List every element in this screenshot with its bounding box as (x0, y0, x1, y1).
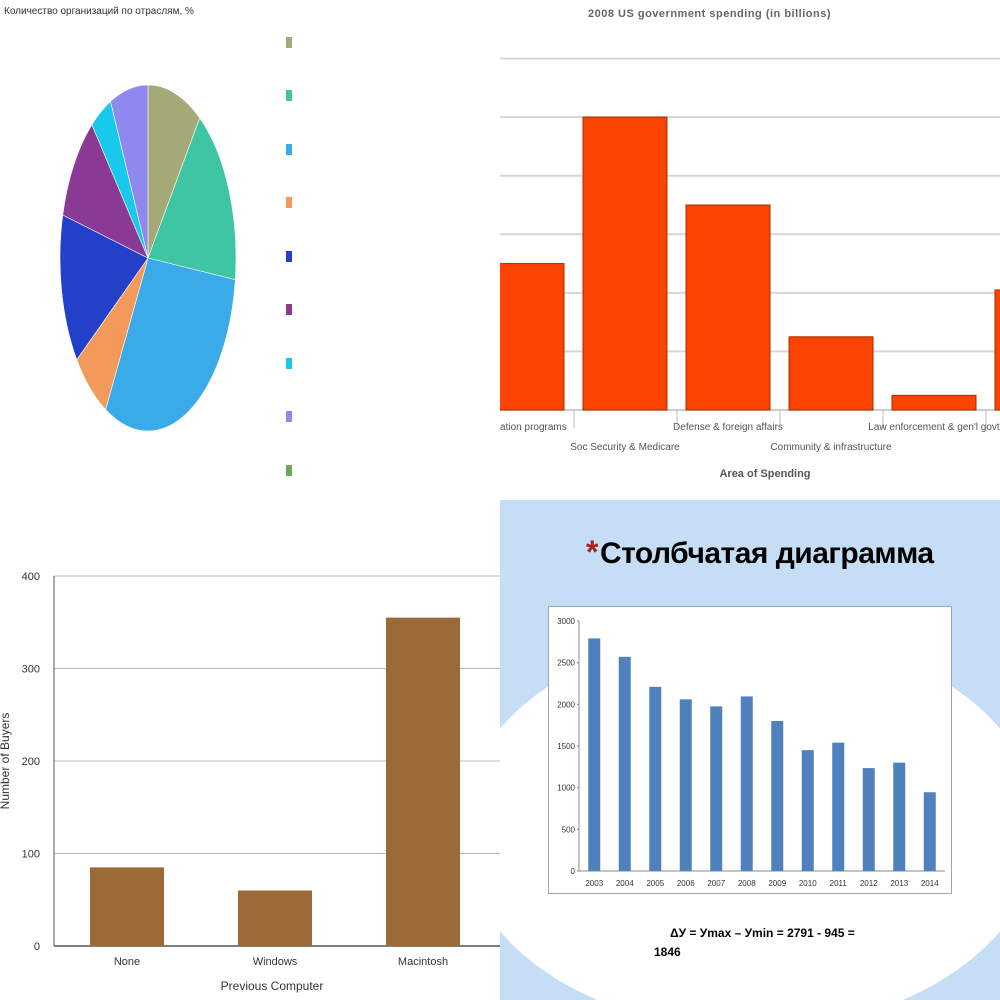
legend-swatch (286, 464, 292, 476)
pie-legend-item (286, 250, 299, 262)
y-tick-label: 500 (562, 825, 576, 834)
pie-chart-panel: Количество организаций по отраслям, % (0, 0, 500, 500)
slide-heading-star: * (586, 534, 598, 570)
pie-legend-item (286, 197, 299, 209)
slide-bar (588, 638, 601, 871)
pie-legend-item (286, 357, 299, 369)
x-tick-label: 2010 (799, 879, 817, 888)
slide-bar (740, 696, 753, 871)
buyers-bar (386, 617, 460, 946)
legend-swatch (286, 357, 292, 369)
spending-bar (994, 289, 1000, 411)
spending-bar (891, 394, 977, 411)
pie-slice (147, 84, 201, 259)
slide-chart-svg: 0 500 1000 1500 2000 2500 3000 2003 2004 2005 2006… (557, 617, 945, 888)
buyers-category-label: Windows (253, 956, 298, 968)
pie-chart-svg (59, 84, 237, 432)
slide-heading: *Столбчатая диаграмма (586, 534, 934, 571)
slide-formula-line1: ΔУ = Уmax – Уmin = 2791 - 945 = (670, 926, 855, 940)
y-tick-label: 3000 (557, 617, 575, 626)
y-tick-label: 1000 (557, 784, 575, 793)
x-tick-label: 2009 (768, 879, 786, 888)
spending-bar (788, 336, 874, 411)
slide-bar (832, 742, 845, 871)
pie-legend-item (286, 304, 299, 316)
y-tick-label: 2500 (557, 659, 575, 668)
spending-chart-panel: 2008 US government spending (in billions… (500, 0, 1000, 500)
slide-bar (710, 706, 723, 871)
x-tick-label: 2012 (860, 879, 878, 888)
legend-swatch (286, 250, 292, 262)
x-tick-label: 2003 (585, 879, 603, 888)
buyers-chart-svg: 0 100 200 300 400 None Windows Macintosh Previou… (0, 571, 500, 993)
legend-swatch (286, 304, 292, 315)
y-tick-label: 0 (34, 941, 40, 953)
slide-bar (649, 686, 662, 871)
slide-bar (679, 699, 692, 871)
slide-bar (862, 768, 875, 871)
pie-legend-item (286, 411, 299, 423)
buyers-category-label: Macintosh (398, 956, 448, 968)
pie-slice (147, 117, 237, 281)
spending-category-label: Soc Security & Medicare (570, 442, 680, 453)
legend-swatch (286, 143, 292, 155)
spending-category-label: Education programs (500, 422, 567, 433)
slide-bar (771, 721, 784, 871)
x-tick-label: 2011 (830, 879, 848, 888)
x-tick-label: 2007 (707, 879, 725, 888)
spending-category-label: Law enforcement & gen'l govt (868, 422, 1000, 433)
spending-category-label: Community & infrastructure (770, 442, 892, 453)
pie-slice (105, 257, 236, 432)
x-tick-label: 2005 (646, 879, 664, 888)
y-tick-label: 0 (571, 867, 576, 876)
spending-bar (685, 204, 771, 411)
pie-slice (110, 84, 149, 259)
slide-heading-text: Столбчатая диаграмма (599, 537, 934, 570)
spending-bar (582, 116, 668, 411)
y-tick-label: 200 (22, 756, 40, 768)
spending-bar (500, 263, 565, 411)
slide-chart-box: 0 500 1000 1500 2000 2500 3000 2003 2004 2005 2006… (548, 606, 952, 894)
x-tick-label: 2008 (738, 879, 756, 888)
spending-chart-title: 2008 US government spending (in billions… (588, 8, 831, 20)
slide-bar (923, 792, 936, 871)
spending-category-label: Defense & foreign affairs (673, 422, 783, 433)
buyers-chart-panel: 0 100 200 300 400 None Windows Macintosh Previou… (0, 500, 500, 1000)
legend-swatch (286, 197, 292, 208)
buyers-y-axis-title: Number of Buyers (0, 713, 12, 810)
y-tick-label: 2000 (557, 700, 575, 709)
legend-swatch (286, 90, 292, 101)
slide-formula: ΔУ = Уmax – Уmin = 2791 - 945 = 1846 (654, 924, 910, 962)
x-tick-label: 2004 (616, 879, 634, 888)
x-tick-label: 2006 (677, 879, 695, 888)
slide-bar (801, 750, 814, 871)
legend-swatch (286, 36, 292, 48)
slide-bar (618, 656, 631, 871)
buyers-x-axis-title: Previous Computer (221, 979, 324, 993)
y-tick-label: 400 (22, 571, 40, 583)
slide-formula-line2: 1846 (654, 945, 681, 959)
y-tick-label: 1500 (557, 742, 575, 751)
pie-legend-item (286, 36, 299, 48)
pie-slice (59, 214, 149, 361)
y-tick-label: 300 (22, 664, 40, 676)
pie-legend-item (286, 464, 299, 476)
pie-legend-item (286, 90, 299, 102)
slide-bar (893, 762, 906, 871)
spending-x-axis-title: Area of Spending (719, 468, 810, 480)
pie-chart-title: Количество организаций по отраслям, % (4, 6, 194, 17)
x-tick-label: 2014 (921, 879, 939, 888)
slide-panel: *Столбчатая диаграмма 0 500 1000 1500 2000 25… (500, 500, 1000, 1000)
x-tick-label: 2013 (890, 879, 908, 888)
buyers-category-label: None (114, 956, 140, 968)
legend-swatch (286, 411, 292, 422)
pie-slice (62, 124, 149, 259)
buyers-bar (90, 867, 164, 946)
pie-legend-item (286, 143, 299, 155)
y-tick-label: 100 (22, 849, 40, 861)
buyers-bar (238, 890, 312, 946)
